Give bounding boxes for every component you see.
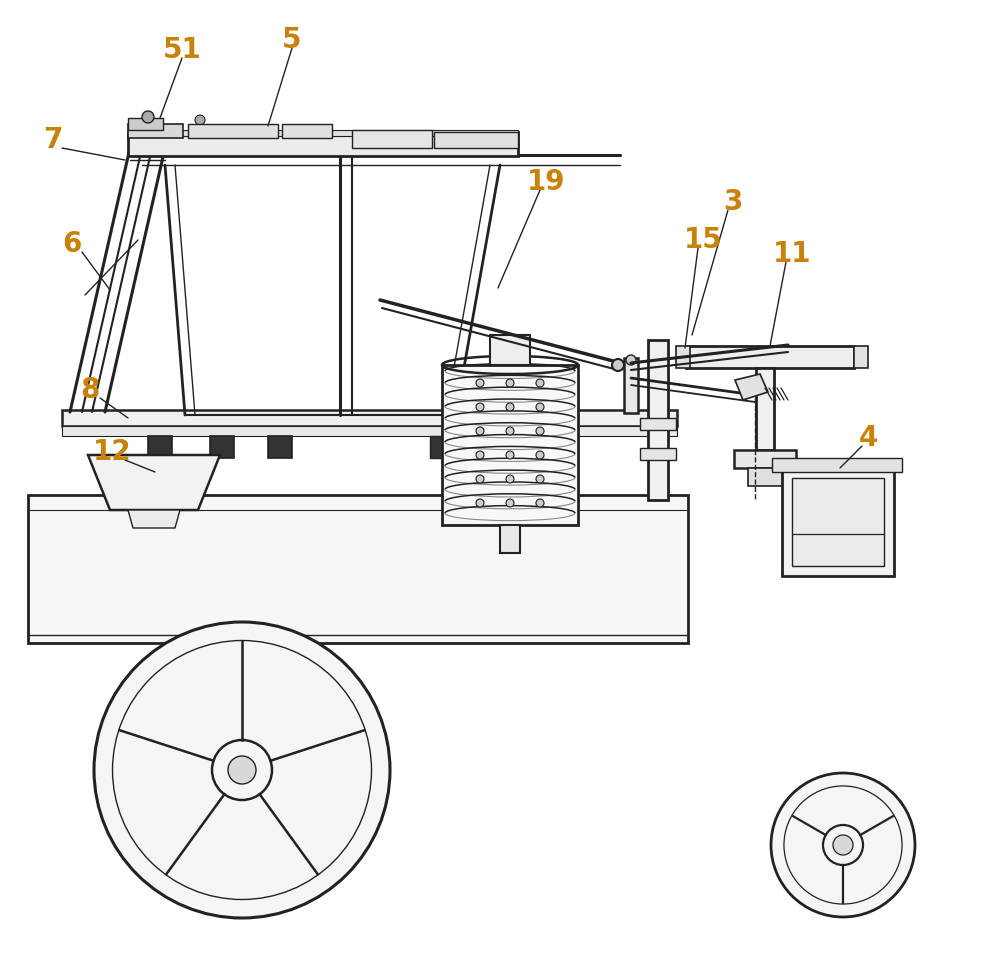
Bar bbox=[62, 426, 677, 436]
Text: 19: 19 bbox=[527, 168, 565, 196]
Circle shape bbox=[476, 499, 484, 507]
Bar bbox=[62, 410, 677, 426]
Circle shape bbox=[142, 111, 154, 123]
Text: 6: 6 bbox=[62, 230, 82, 258]
Bar bbox=[500, 525, 520, 553]
Circle shape bbox=[536, 403, 544, 411]
Circle shape bbox=[536, 451, 544, 459]
Text: 12: 12 bbox=[93, 438, 131, 466]
Bar bbox=[686, 346, 854, 368]
Circle shape bbox=[506, 499, 514, 507]
Text: 11: 11 bbox=[773, 240, 811, 268]
Circle shape bbox=[536, 379, 544, 387]
Circle shape bbox=[476, 403, 484, 411]
Circle shape bbox=[506, 379, 514, 387]
Bar bbox=[734, 450, 796, 468]
Bar bbox=[148, 436, 172, 458]
Bar bbox=[352, 130, 432, 148]
Polygon shape bbox=[128, 510, 180, 528]
Bar bbox=[128, 130, 518, 136]
Circle shape bbox=[833, 835, 853, 855]
Bar bbox=[28, 495, 688, 643]
Polygon shape bbox=[88, 455, 220, 510]
Circle shape bbox=[612, 359, 624, 371]
Circle shape bbox=[195, 115, 205, 125]
Bar bbox=[490, 335, 530, 365]
Circle shape bbox=[626, 355, 636, 365]
Bar bbox=[748, 468, 784, 486]
Bar bbox=[782, 468, 894, 576]
Bar bbox=[210, 436, 234, 458]
Circle shape bbox=[506, 403, 514, 411]
Bar bbox=[128, 118, 163, 130]
Bar bbox=[188, 124, 278, 138]
Circle shape bbox=[536, 475, 544, 483]
Bar bbox=[442, 365, 578, 525]
Bar bbox=[772, 458, 902, 472]
Bar bbox=[268, 436, 292, 458]
Circle shape bbox=[536, 427, 544, 435]
Bar bbox=[792, 478, 884, 566]
Text: 4: 4 bbox=[858, 424, 878, 452]
Bar bbox=[756, 368, 774, 450]
Text: 51: 51 bbox=[163, 36, 201, 64]
Circle shape bbox=[476, 451, 484, 459]
Bar bbox=[648, 340, 668, 500]
Circle shape bbox=[94, 622, 390, 918]
Circle shape bbox=[476, 475, 484, 483]
Text: 3: 3 bbox=[723, 188, 743, 216]
Circle shape bbox=[476, 379, 484, 387]
Bar bbox=[434, 132, 518, 148]
Text: 7: 7 bbox=[43, 126, 63, 154]
Bar bbox=[640, 418, 676, 430]
Polygon shape bbox=[735, 374, 768, 400]
Text: 8: 8 bbox=[80, 376, 100, 404]
Bar bbox=[624, 358, 638, 413]
Circle shape bbox=[506, 475, 514, 483]
Circle shape bbox=[771, 773, 915, 917]
Bar bbox=[676, 346, 690, 368]
Circle shape bbox=[506, 451, 514, 459]
Circle shape bbox=[506, 427, 514, 435]
Bar bbox=[128, 124, 183, 138]
Text: 5: 5 bbox=[282, 26, 302, 54]
Circle shape bbox=[536, 499, 544, 507]
Bar bbox=[128, 132, 518, 156]
Bar bbox=[640, 448, 676, 460]
Text: 15: 15 bbox=[684, 226, 722, 254]
Bar bbox=[430, 436, 450, 458]
Bar bbox=[282, 124, 332, 138]
Bar bbox=[854, 346, 868, 368]
Circle shape bbox=[228, 756, 256, 784]
Circle shape bbox=[476, 427, 484, 435]
